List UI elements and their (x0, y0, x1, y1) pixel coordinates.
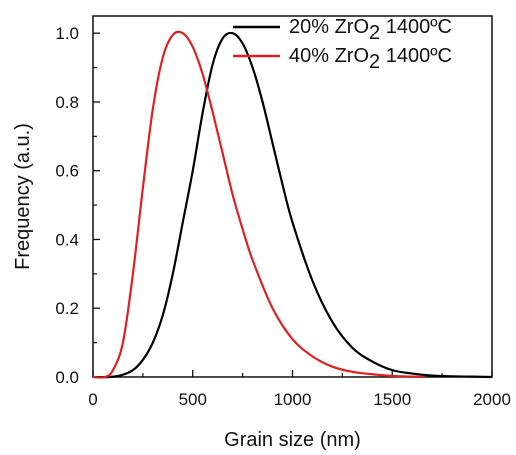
axis-tick-labels: 0 500 1000 1500 2000 0.0 0.2 0.4 0.6 0.8 1.0 (55, 24, 511, 409)
x-tick-label: 0 (88, 390, 97, 409)
series-lines (92, 30, 493, 379)
axis-ticks (92, 32, 493, 378)
series-line-1 (92, 31, 493, 379)
y-tick-label: 0.0 (55, 368, 79, 387)
legend-label-1: 20% ZrO2 1400ºC (289, 16, 452, 44)
plot-frame (92, 15, 493, 378)
x-tick-label: 2000 (473, 390, 511, 409)
x-tick-label: 1500 (373, 390, 411, 409)
y-tick-label: 0.8 (55, 93, 79, 112)
x-tick-label: 1000 (274, 390, 312, 409)
y-tick-label: 1.0 (55, 24, 79, 43)
y-tick-label: 0.2 (55, 299, 79, 318)
y-axis-title: Frequency (a.u.) (12, 123, 34, 270)
x-tick-label: 500 (179, 390, 207, 409)
y-tick-label: 0.4 (55, 230, 79, 249)
legend-label-2: 40% ZrO2 1400ºC (289, 45, 452, 73)
y-tick-label: 0.6 (55, 162, 79, 181)
series-line-2 (92, 30, 425, 379)
x-axis-title: Grain size (nm) (224, 429, 361, 451)
axes-frame (92, 15, 493, 378)
